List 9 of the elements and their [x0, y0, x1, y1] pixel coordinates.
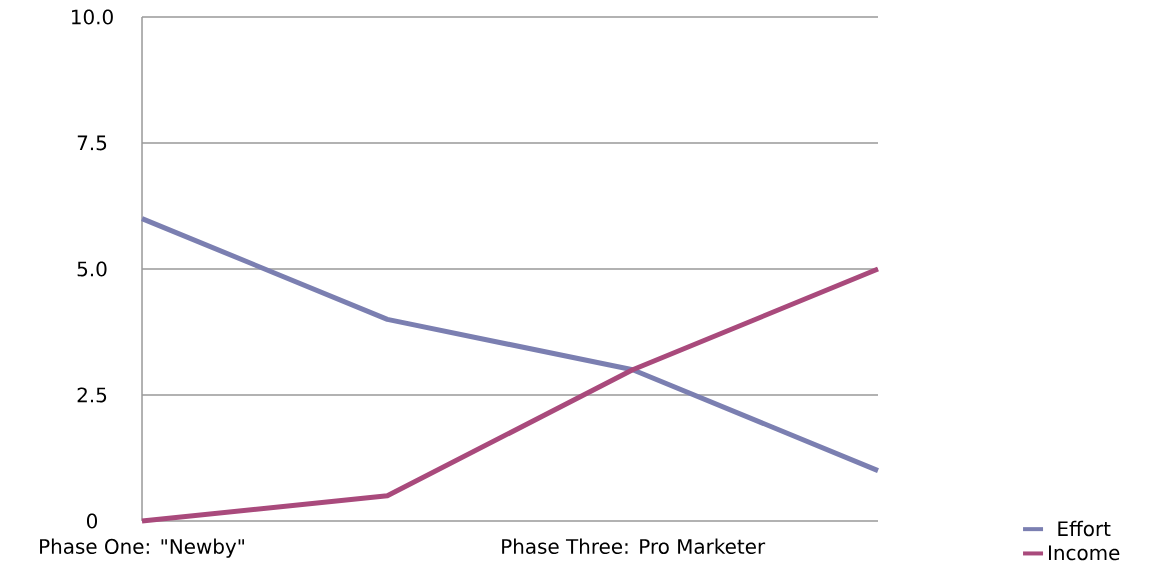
- y-tick-label: 0: [86, 513, 98, 529]
- y-tick-label: 5.0: [77, 261, 107, 277]
- y-tick-label: 10.0: [72, 9, 113, 25]
- legend-label: Income: [1048, 545, 1120, 561]
- legend-label: Effort: [1058, 520, 1111, 537]
- y-tick-label: 2.5: [77, 387, 107, 403]
- y-tick-label: 7.5: [77, 135, 107, 151]
- x-tick-label: Phase One: "Newby": [40, 538, 244, 558]
- x-tick-label: Phase Three: Pro Marketer: [502, 538, 766, 554]
